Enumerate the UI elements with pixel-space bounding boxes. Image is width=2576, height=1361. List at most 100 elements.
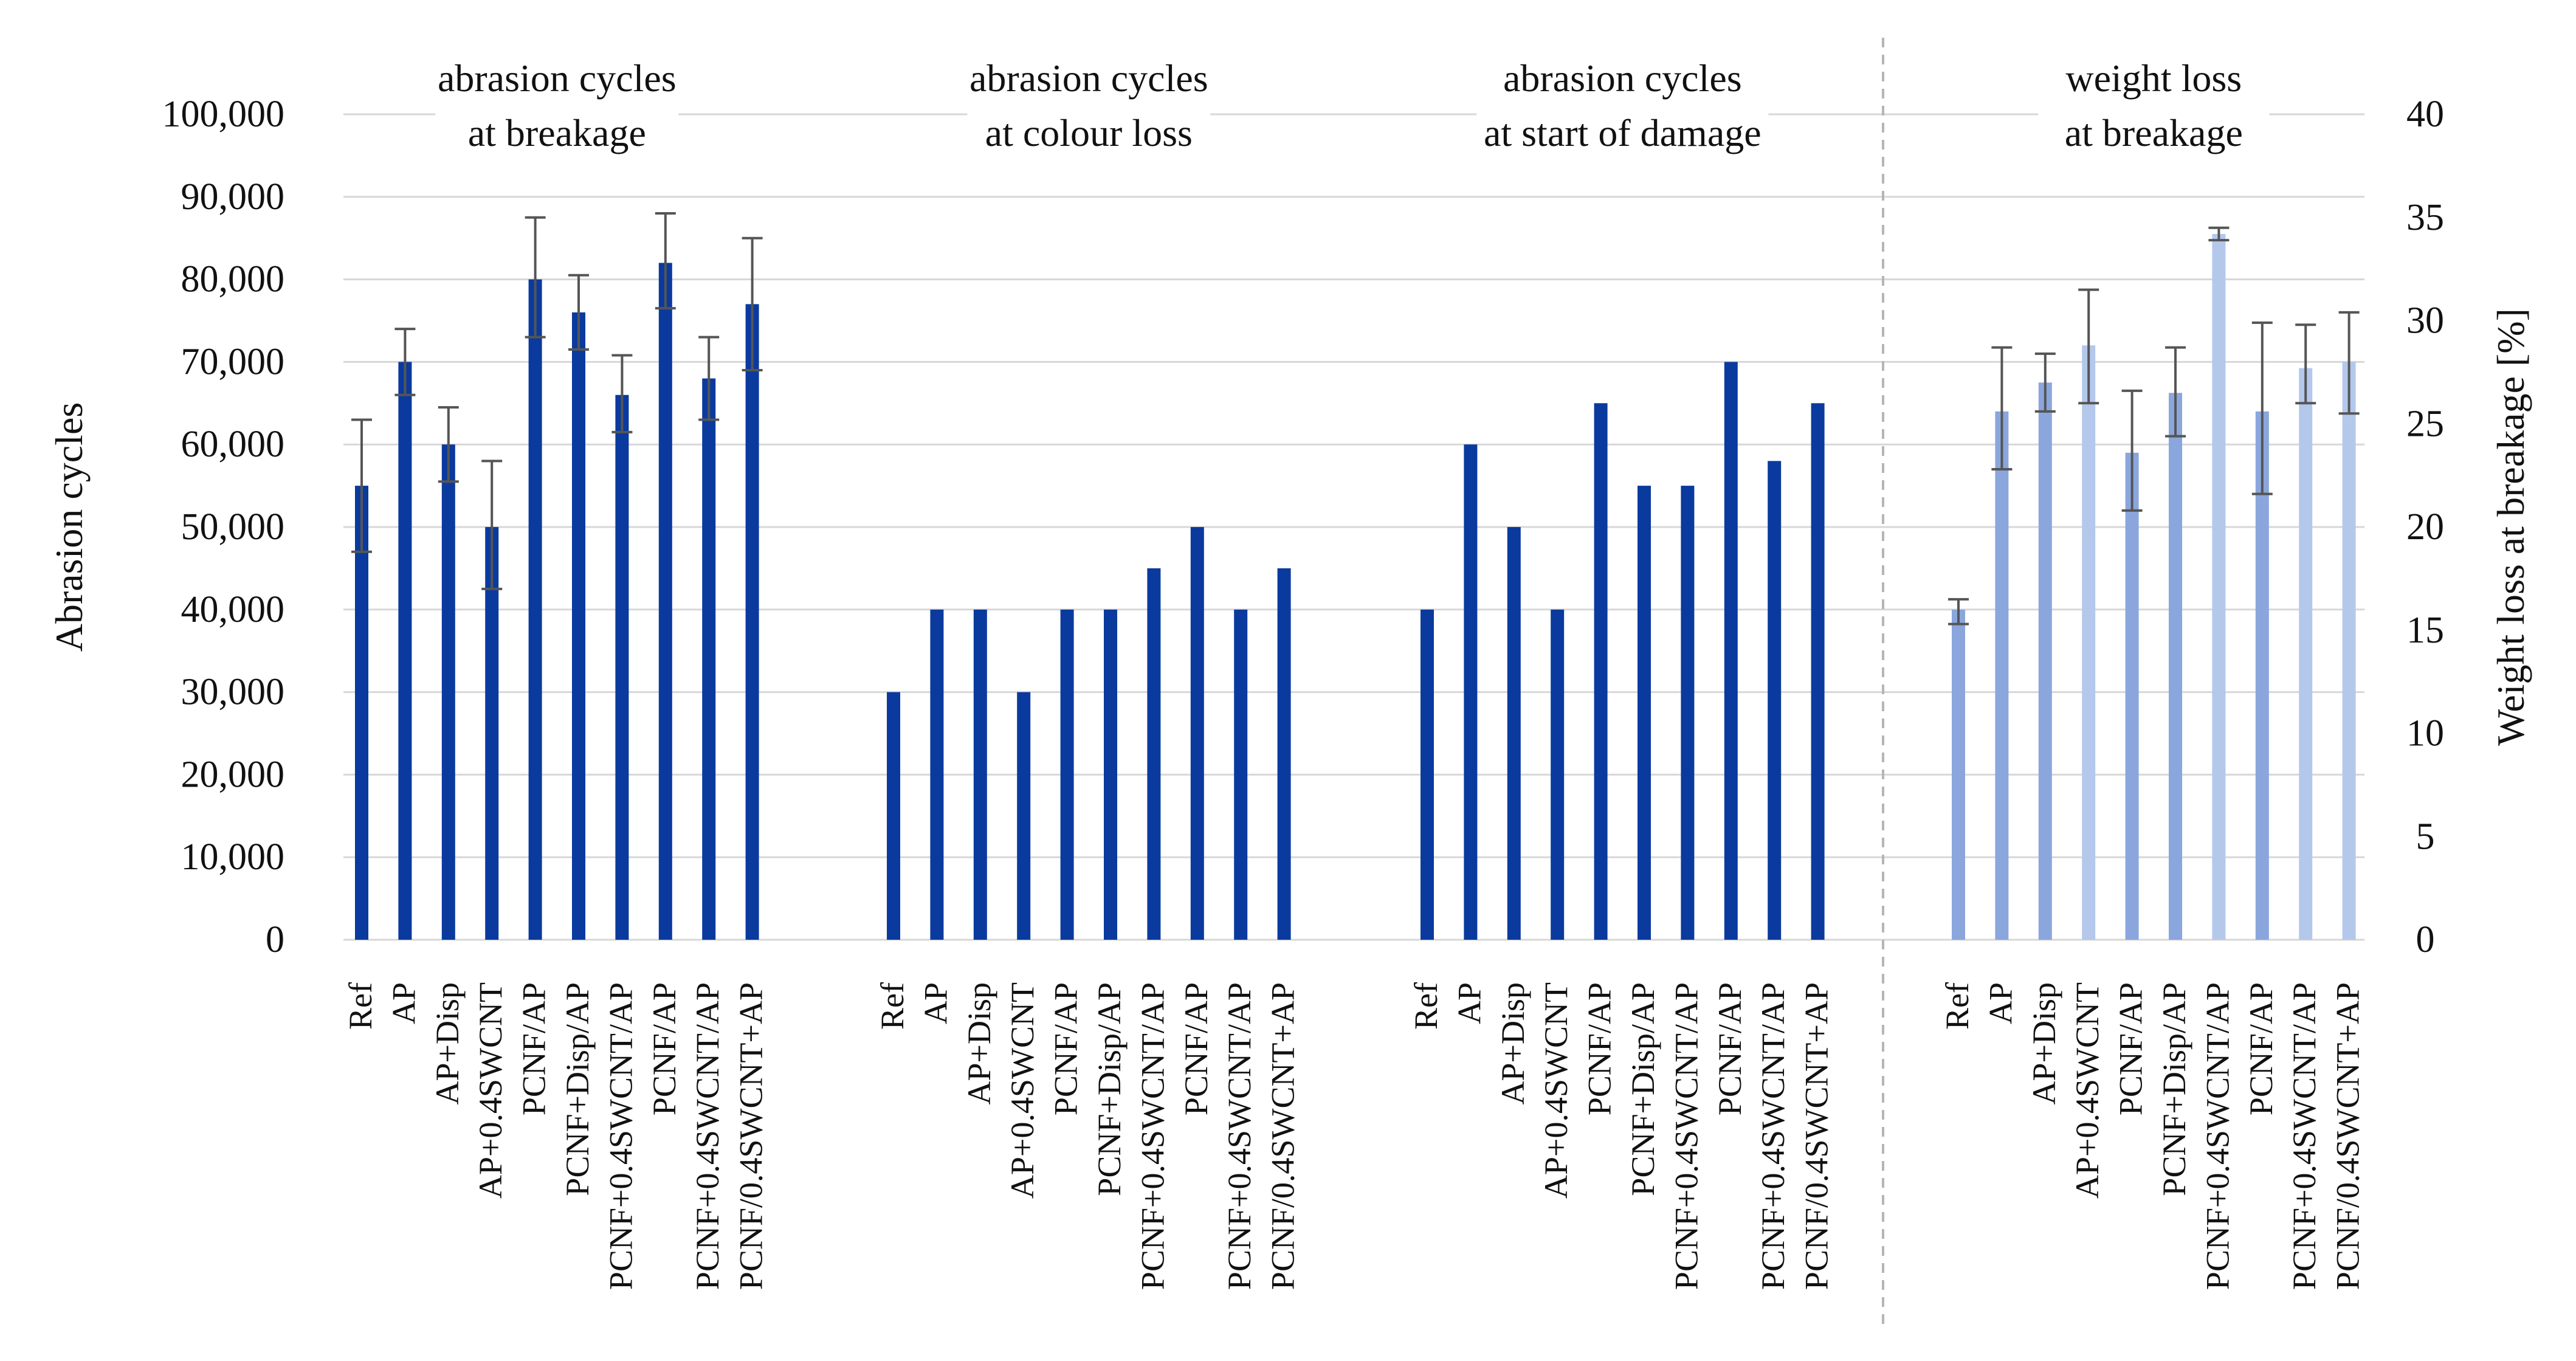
bar — [1147, 568, 1161, 940]
bar — [2082, 345, 2096, 940]
category-label: PCNF+0.4SWCNT/AP — [602, 982, 639, 1290]
category-label: AP+0.4SWCNT — [472, 982, 509, 1199]
error-bar — [525, 216, 546, 339]
bar — [485, 527, 499, 940]
category-label: AP+Disp — [961, 982, 997, 1105]
bar — [930, 609, 944, 940]
bars — [355, 233, 2356, 940]
left-tick-label: 90,000 — [181, 176, 285, 218]
error-bar — [2251, 321, 2273, 495]
bar — [1190, 527, 1204, 940]
right-tick-label: 0 — [2416, 919, 2435, 960]
category-label: PCNF+0.4SWCNT/AP — [1134, 982, 1171, 1290]
bar — [2342, 362, 2356, 940]
group-title: at start of damage — [1484, 111, 1762, 154]
right-tick-label: 25 — [2406, 403, 2444, 444]
error-bar — [742, 236, 763, 371]
group-title: abrasion cycles — [438, 57, 677, 100]
error-bar — [611, 354, 633, 433]
bar — [615, 395, 629, 940]
left-tick-label: 50,000 — [181, 506, 285, 548]
error-bar — [2034, 352, 2056, 413]
left-tick-label: 10,000 — [181, 836, 285, 878]
right-axis-ticks: 0 5 10 15 20 25 30 35 40 — [2406, 94, 2444, 960]
category-label: Ref — [1939, 982, 1975, 1030]
error-bar — [2295, 323, 2316, 405]
category-label: PCNF/AP — [1048, 982, 1084, 1115]
category-label: PCNF/AP — [646, 982, 683, 1115]
bar — [1277, 568, 1291, 940]
bar — [1594, 403, 1608, 940]
left-tick-label: 30,000 — [181, 672, 285, 713]
right-tick-label: 15 — [2406, 610, 2444, 651]
category-label: PCNF+Disp/AP — [2156, 982, 2192, 1196]
left-tick-label: 20,000 — [181, 754, 285, 795]
category-label: PCNF+Disp/AP — [1091, 982, 1128, 1196]
bar — [973, 609, 987, 940]
bar — [2212, 233, 2226, 940]
category-label: AP+0.4SWCNT — [1004, 982, 1041, 1199]
bar — [887, 692, 900, 940]
bar — [1768, 461, 1782, 940]
category-label: AP — [917, 982, 954, 1024]
bar — [1551, 609, 1565, 940]
bar — [1681, 486, 1695, 940]
error-bar — [568, 274, 589, 351]
left-tick-label: 80,000 — [181, 259, 285, 300]
bar — [1724, 362, 1738, 940]
category-label: PCNF+0.4SWCNT/AP — [1668, 982, 1704, 1290]
category-label: PCNF+0.4SWCNT/AP — [689, 982, 726, 1290]
right-tick-label: 30 — [2406, 300, 2444, 342]
category-label: Ref — [1408, 982, 1444, 1030]
right-tick-label: 40 — [2406, 94, 2444, 135]
right-tick-label: 35 — [2406, 197, 2444, 238]
category-label: Ref — [342, 982, 379, 1030]
bar — [1234, 609, 1248, 940]
right-tick-label: 5 — [2416, 816, 2435, 857]
bar — [658, 263, 672, 940]
bar — [1638, 486, 1651, 940]
category-label: AP — [1451, 982, 1487, 1024]
bar — [1421, 609, 1434, 940]
error-bar — [351, 418, 372, 553]
category-label: AP — [1982, 982, 2019, 1024]
gridlines — [343, 113, 2364, 941]
category-label: Ref — [874, 982, 911, 1030]
bar — [572, 312, 585, 940]
category-label: PCNF+Disp/AP — [1625, 982, 1661, 1196]
bar — [2169, 393, 2182, 940]
category-label: AP — [385, 982, 422, 1024]
bar — [2038, 382, 2052, 940]
category-labels: Ref AP AP+Disp AP+0.4SWCNT PCNF/AP PCNF+Disp/… — [342, 982, 2366, 1290]
bar — [1507, 527, 1521, 940]
category-label: AP+Disp — [2026, 982, 2062, 1105]
error-bar — [481, 460, 503, 590]
bar — [1995, 411, 2009, 940]
group-title: abrasion cycles — [969, 57, 1208, 100]
category-label: PCNF+0.4SWCNT/AP — [2199, 982, 2236, 1290]
category-label: PCNF+Disp/AP — [559, 982, 596, 1196]
left-tick-label: 40,000 — [181, 589, 285, 630]
left-tick-label: 60,000 — [181, 424, 285, 465]
right-tick-label: 10 — [2406, 713, 2444, 754]
bar — [355, 486, 368, 940]
category-label: AP+Disp — [1495, 982, 1531, 1105]
category-label: PCNF+0.4SWCNT/AP — [1755, 982, 1791, 1290]
bar — [745, 304, 759, 940]
bar — [1104, 609, 1117, 940]
error-bar — [394, 328, 416, 396]
error-bar — [2078, 288, 2099, 405]
bar — [2255, 411, 2269, 940]
left-tick-label: 100,000 — [162, 94, 285, 135]
category-label: PCNF/AP — [1178, 982, 1214, 1115]
left-tick-label: 70,000 — [181, 341, 285, 382]
error-bar — [1991, 346, 2013, 470]
category-label: PCNF/0.4SWCNT+AP — [2330, 982, 2366, 1290]
category-label: PCNF/AP — [2113, 982, 2149, 1115]
group-titles: abrasion cycles at breakage abrasion cycle… — [438, 57, 2243, 154]
group-title: at breakage — [468, 111, 646, 154]
left-axis-ticks: 0 10,000 20,000 30,000 40,000 50,000 60,000 70,… — [162, 94, 285, 960]
bar — [1464, 444, 1478, 940]
error-bar — [2338, 311, 2360, 415]
